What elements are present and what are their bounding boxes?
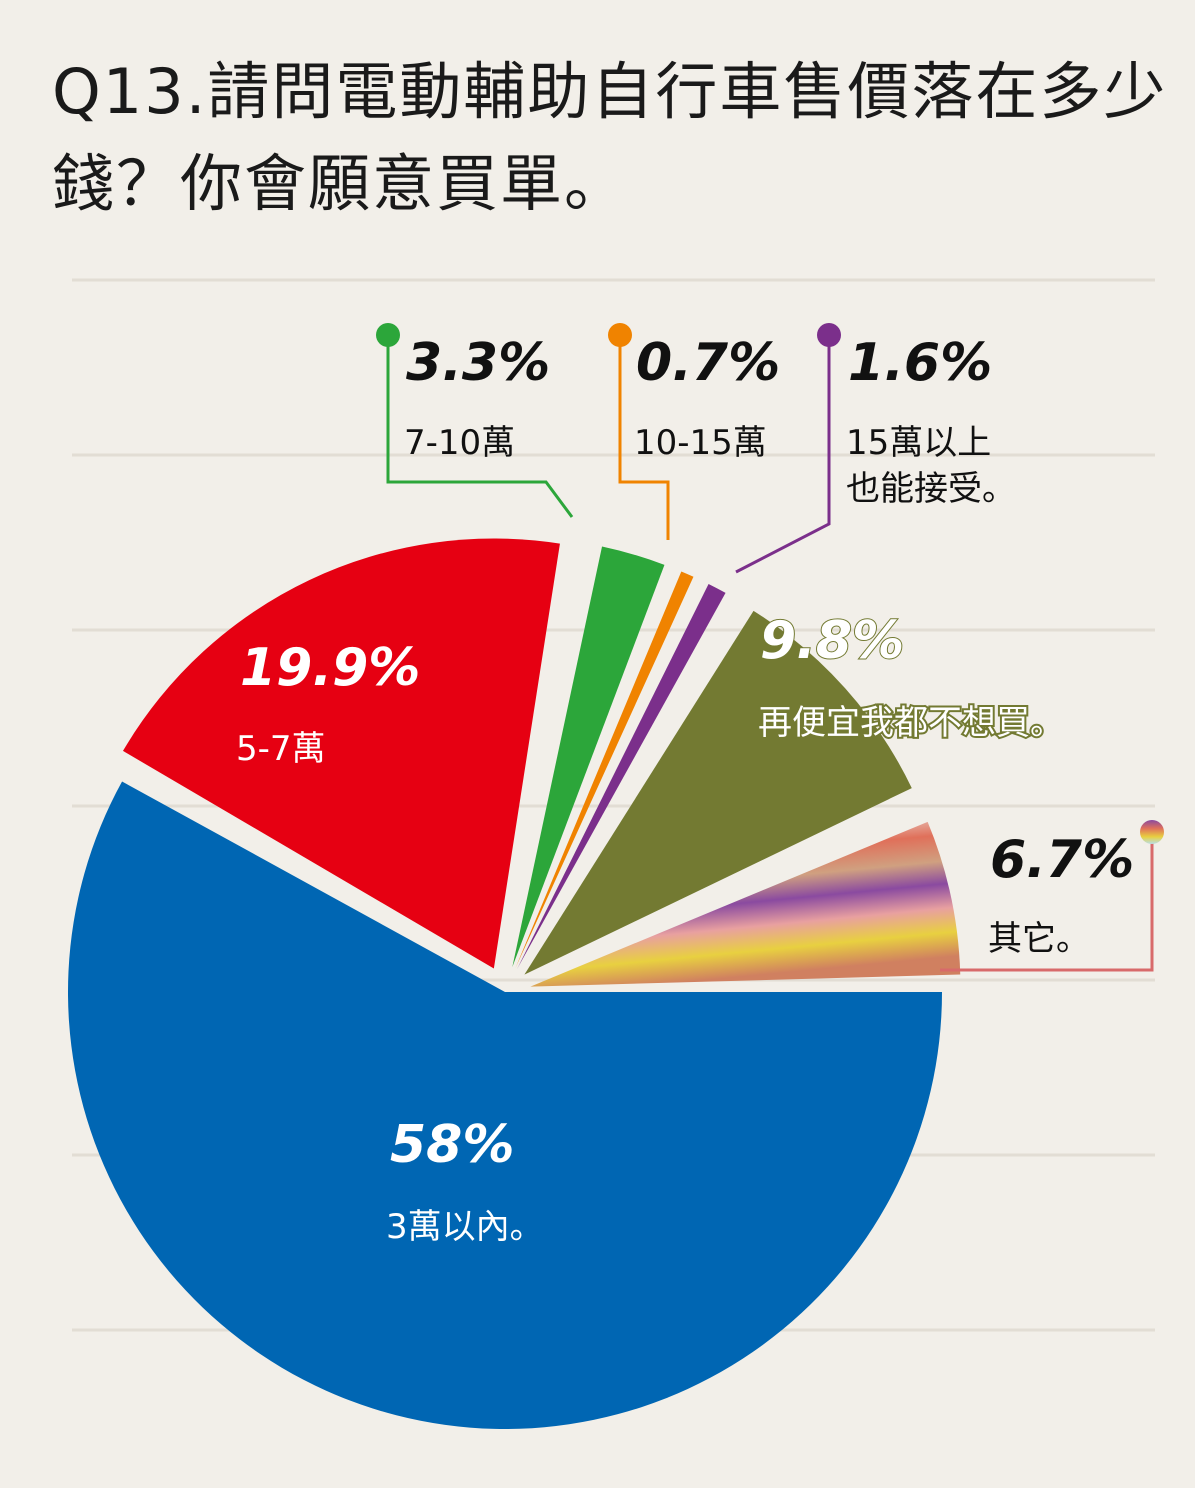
value-label-not-buy: 9.8%	[760, 611, 904, 671]
value-label-7-10: 3.3%	[406, 333, 550, 393]
leader-dot-10-15	[608, 323, 632, 347]
value-label-3-under: 58%	[390, 1115, 514, 1175]
pie-slice-15-plus	[517, 583, 726, 969]
category-label-other: 其它。	[988, 919, 1090, 959]
category-label-7-10: 7-10萬	[404, 423, 515, 463]
leader-dot-other	[1140, 820, 1164, 844]
category-label-15-plus-line1: 15萬以上	[846, 423, 991, 463]
leader-dot-7-10	[376, 323, 400, 347]
leader-line-15-plus	[735, 338, 831, 574]
value-label-10-15: 0.7%	[636, 333, 780, 393]
category-label-not-buy: 再便宜我都不想買。	[758, 703, 1064, 743]
category-label-15-plus: 15萬以上 也能接受。	[846, 423, 1016, 509]
pie-slice-other	[530, 821, 961, 987]
value-label-15-plus: 1.6%	[848, 333, 992, 393]
pie-slice-not-buy	[524, 610, 912, 975]
value-label-5-7: 19.9%	[240, 638, 420, 698]
pie-slice-10-15	[515, 571, 694, 969]
leader-line-7-10	[386, 338, 574, 518]
pie-slice-5-7	[122, 538, 560, 969]
leader-dot-15-plus	[817, 323, 841, 347]
chart-title: Q13.請問電動輔助自行車售價落在多少錢？你會願意買單。	[52, 55, 1168, 220]
pie-slice-3-under	[67, 781, 942, 1429]
pie-slice-7-10	[512, 546, 665, 968]
leader-line-10-15	[618, 338, 670, 540]
category-label-3-under: 3萬以內。	[386, 1207, 544, 1247]
category-label-10-15: 10-15萬	[634, 423, 767, 463]
leader-line-other	[940, 838, 1154, 972]
category-label-15-plus-line2: 也能接受。	[846, 469, 1016, 509]
category-label-5-7: 5-7萬	[236, 729, 326, 769]
value-label-other: 6.7%	[990, 830, 1134, 890]
